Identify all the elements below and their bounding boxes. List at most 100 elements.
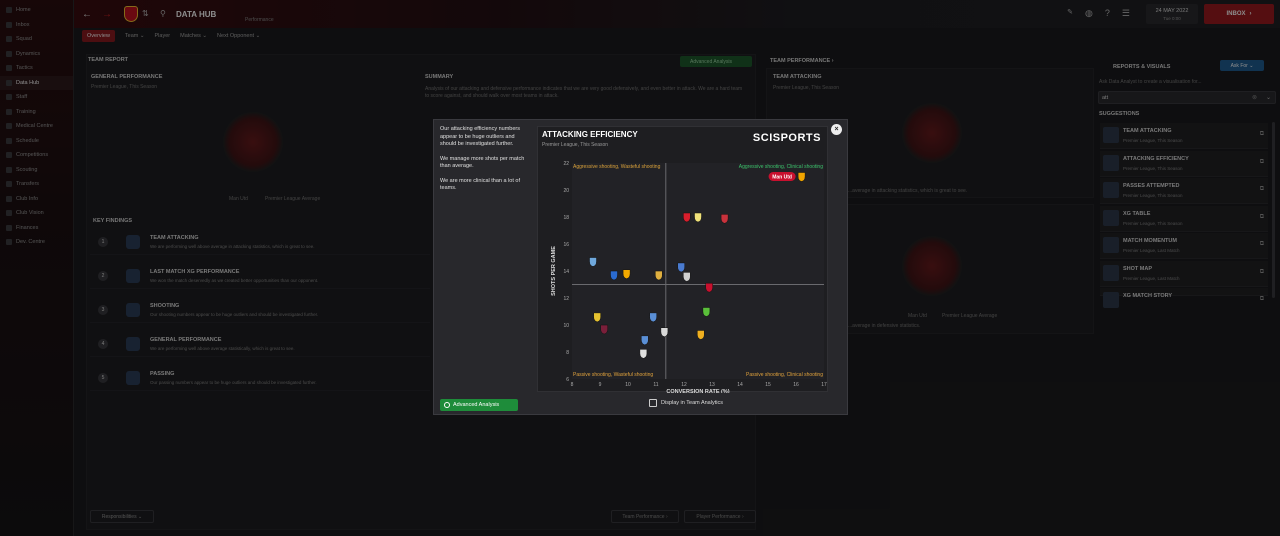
checkbox-box[interactable] (649, 399, 657, 407)
open-link-icon[interactable]: ⧉ (1259, 186, 1264, 192)
sidebar-item-squad[interactable]: Squad (0, 32, 73, 47)
finding-number: 1 (98, 237, 108, 247)
team-crest-point[interactable] (720, 214, 729, 224)
sidebar-item-data-hub[interactable]: Data Hub (0, 75, 73, 90)
suggestion-item[interactable]: MATCH MOMENTUM Premier League, Last Match… (1100, 233, 1268, 259)
team-crest-point[interactable] (639, 349, 648, 359)
key-findings-title: KEY FINDINGS (93, 218, 133, 224)
advanced-analysis-button[interactable]: Advanced Analysis (440, 399, 518, 411)
player-performance-button[interactable]: Player Performance › (684, 510, 756, 523)
sidebar-item-competitions[interactable]: Competitions (0, 148, 73, 163)
tab-overview[interactable]: Overview (82, 30, 115, 42)
team-defending-desc: ...average in defensive statistics. (848, 323, 921, 329)
help-icon[interactable]: ? (1104, 8, 1110, 18)
team-crest-point[interactable] (702, 307, 711, 317)
y-tick-label: 8 (566, 350, 569, 356)
close-button[interactable]: × (831, 124, 842, 135)
sidebar-item-club-vision[interactable]: Club Vision (0, 206, 73, 221)
display-in-team-analytics-checkbox[interactable]: Display in Team Analytics (649, 399, 723, 407)
team-performance-button[interactable]: Team Performance › (611, 510, 679, 523)
globe-icon[interactable]: ◍ (1085, 8, 1093, 18)
open-link-icon[interactable]: ⧉ (1259, 296, 1264, 302)
open-link-icon[interactable]: ⧉ (1259, 213, 1264, 220)
team-crest-point[interactable] (622, 269, 631, 279)
sidebar-icon (6, 50, 12, 57)
team-crest-point[interactable] (641, 335, 649, 346)
sidebar-item-finances[interactable]: Finances (0, 221, 73, 236)
team-crest-point[interactable] (683, 212, 691, 223)
team-crest-point[interactable] (694, 212, 702, 223)
inbox-button[interactable]: INBOX › (1204, 4, 1274, 24)
suggestion-item[interactable]: XG TABLE Premier League, This Season ⧉ (1100, 205, 1268, 232)
team-crest-point[interactable] (697, 330, 705, 340)
highlight-label: Man Utd (772, 175, 792, 181)
ask-for-button[interactable]: Ask For ⌄ (1220, 60, 1264, 71)
clear-icon[interactable]: ⊗ (1251, 95, 1257, 101)
sidebar-item-staff[interactable]: Staff (0, 90, 73, 105)
team-crest-point[interactable] (655, 270, 663, 281)
open-link-icon[interactable]: ⧉ (1259, 131, 1264, 137)
suggestion-item[interactable]: SHOT MAP Premier League, Last Match ⧉ (1100, 260, 1268, 287)
tab-player[interactable]: Player (154, 33, 171, 39)
key-finding-row[interactable]: 1 TEAM ATTACKING We are performing well ab… (90, 229, 430, 255)
x-tick-label: 11 (653, 382, 658, 388)
team-crest-point[interactable] (797, 172, 806, 182)
sidebar-item-inbox[interactable]: Inbox (0, 18, 73, 33)
suggestion-title: SHOT MAP (1123, 265, 1153, 272)
team-crest-point[interactable] (660, 327, 669, 338)
sidebar-item-medical-centre[interactable]: Medical Centre (0, 119, 73, 134)
sidebar-item-dev-centre[interactable]: Dev. Centre (0, 235, 73, 250)
menu-icon[interactable]: ☰ (1121, 8, 1130, 18)
suggestions-scrollbar[interactable] (1272, 122, 1275, 298)
sidebar-icon (6, 195, 12, 202)
suggestion-item[interactable]: ATTACKING EFFICIENCY Premier League, This… (1100, 150, 1268, 177)
team-crest-point[interactable] (589, 257, 597, 267)
team-performance-link[interactable]: TEAM PERFORMANCE › (770, 58, 834, 64)
club-switch-icon[interactable]: ⇅ (142, 9, 149, 18)
team-crest-point[interactable] (705, 282, 713, 293)
edit-icon[interactable]: ✎ (1067, 9, 1074, 16)
team-crest-point[interactable] (683, 272, 691, 282)
sidebar-item-schedule[interactable]: Schedule (0, 134, 73, 149)
sidebar-item-label: Dynamics (16, 50, 41, 57)
forward-arrow-icon[interactable]: → (102, 8, 112, 20)
team-crest-point[interactable] (610, 270, 618, 281)
team-crest-point[interactable] (600, 324, 608, 335)
suggestion-item[interactable]: PASSES ATTEMPTED Premier League, This Sea… (1100, 178, 1268, 204)
sidebar-item-label: Medical Centre (16, 123, 53, 130)
key-finding-row[interactable]: 5 PASSING Our passing numbers appear to be… (90, 365, 430, 391)
sidebar-item-home[interactable]: Home (0, 3, 73, 18)
key-finding-row[interactable]: 3 SHOOTING Our shooting numbers appear to … (90, 297, 430, 323)
open-link-icon[interactable]: ⧉ (1259, 158, 1264, 165)
key-finding-row[interactable]: 4 GENERAL PERFORMANCE We are performing we… (90, 331, 430, 357)
suggestion-item[interactable]: TEAM ATTACKING Premier League, This Seaso… (1100, 123, 1268, 149)
sidebar-item-label: Schedule (16, 137, 39, 144)
sidebar-item-dynamics[interactable]: Dynamics (0, 47, 73, 62)
sidebar-item-scouting[interactable]: Scouting (0, 163, 73, 178)
team-attacking-subtitle: Premier League, This Season (773, 85, 840, 91)
tab-next-opponent[interactable]: Next Opponent ⌄ (217, 33, 261, 39)
search-icon[interactable]: ⚲ (160, 9, 166, 18)
open-link-icon[interactable]: ⧉ (1259, 241, 1264, 247)
key-finding-row[interactable]: 2 LAST MATCH XG PERFORMANCE We won the mat… (90, 263, 430, 289)
sidebar-item-club-info[interactable]: Club Info (0, 192, 73, 207)
team-crest-point[interactable] (593, 312, 601, 323)
open-link-icon[interactable]: ⧉ (1259, 268, 1264, 275)
sidebar-item-transfers[interactable]: Transfers (0, 177, 73, 192)
sidebar-item-tactics[interactable]: Tactics (0, 61, 73, 76)
sidebar-icon (6, 152, 12, 159)
tab-matches[interactable]: Matches ⌄ (180, 33, 208, 39)
chevron-down-icon[interactable]: ⌄ (1265, 95, 1271, 101)
suggestion-item[interactable]: XG MATCH STORY ⧉ (1100, 288, 1268, 308)
team-crest-point[interactable] (649, 312, 657, 323)
responsibilities-button[interactable]: Responsibilities ⌄ (90, 510, 154, 523)
advanced-analysis-chip[interactable]: Advanced Analysis (680, 56, 752, 67)
tab-team[interactable]: Team ⌄ (124, 33, 145, 39)
sidebar-item-training[interactable]: Training (0, 105, 73, 120)
sidebar-icon (6, 65, 12, 72)
back-arrow-icon[interactable]: ← (82, 8, 92, 20)
date-display[interactable]: 24 MAY 2022 Tue 0:00 (1146, 4, 1198, 24)
club-crest-icon[interactable] (124, 6, 138, 22)
search-field[interactable]: att ⊗ ⌄ (1098, 91, 1276, 104)
team-crest-point[interactable] (677, 262, 685, 273)
